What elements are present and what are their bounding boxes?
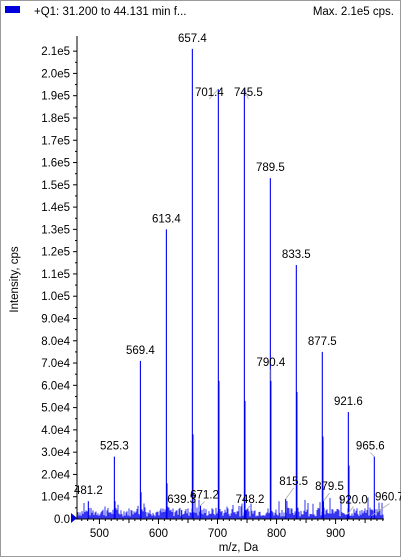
peak-label: 879.5: [315, 481, 344, 493]
y-axis-title: Intensity, cps: [9, 246, 21, 313]
x-axis-title: m/z, Da: [219, 542, 259, 554]
peak-label: 877.5: [308, 336, 337, 348]
y-tick-label: 1.8e5: [41, 113, 70, 125]
trace-color-swatch[interactable]: [5, 6, 20, 13]
y-tick-label: 1.3e5: [41, 224, 70, 236]
peak-label: 481.2: [74, 485, 103, 497]
y-tick-label: 7.0e4: [41, 358, 70, 370]
peak-label: 815.5: [279, 476, 308, 488]
y-tick-label: 0.0: [54, 514, 70, 526]
peak-leader-line: [200, 501, 205, 506]
peak-label: 525.3: [100, 441, 129, 453]
peak-label: 960.7: [375, 492, 401, 504]
peak-label: 639.3: [167, 494, 196, 506]
y-tick-label: 1.0e4: [41, 492, 70, 504]
y-tick-label: 4.0e4: [41, 425, 70, 437]
y-tick-label: 1.7e5: [41, 135, 70, 147]
y-tick-label: 2.1e5: [41, 46, 70, 58]
origin-marker-icon[interactable]: [71, 513, 77, 523]
x-tick-label: 700: [208, 528, 227, 540]
peak-label: 657.4: [178, 33, 207, 45]
peak-label: 833.5: [282, 249, 311, 261]
x-tick-label: 800: [267, 528, 286, 540]
noise-trace-group: [77, 497, 384, 519]
max-intensity-label: Max. 2.1e5 cps.: [312, 6, 394, 18]
axes-group: 0.0 1.0e4 2.0e4 3.0e4 4.0e4 5.0e4 6.0e4 7.0e4 8.…: [41, 36, 384, 540]
peak-leader-line: [209, 88, 219, 100]
y-tick-label: 2.0e4: [41, 469, 70, 481]
y-tick-label: 1.0e5: [41, 291, 70, 303]
peak-leader-line: [347, 506, 354, 515]
peak-label: 790.4: [256, 357, 285, 369]
peak-label-group: 481.2 525.3 569.4 613.4 639.3 657.4 671.2 701.4…: [74, 33, 401, 507]
y-tick-label: 1.5e5: [41, 180, 70, 192]
y-tick-label: 1.4e5: [41, 202, 70, 214]
peak-label: 671.2: [190, 490, 219, 502]
x-tick-label: 900: [326, 528, 345, 540]
y-tick-label: 1.2e5: [41, 247, 70, 259]
peak-label: 701.4: [195, 87, 224, 99]
y-tick-label: 3.0e4: [41, 447, 70, 459]
peak-label: 789.5: [256, 162, 285, 174]
peak-leader-line: [244, 88, 249, 100]
y-tick-label: 5.0e4: [41, 403, 70, 415]
y-tick-label: 1.9e5: [41, 91, 70, 103]
y-tick-label: 6.0e4: [41, 380, 70, 392]
peak-leader-line: [245, 505, 251, 511]
peak-label: 613.4: [152, 213, 181, 225]
y-tick-label: 8.0e4: [41, 336, 70, 348]
y-tick-label: 9.0e4: [41, 313, 70, 325]
x-tick-label: 500: [90, 528, 109, 540]
scan-title: +Q1: 31.200 to 44.131 min f...: [34, 6, 187, 18]
peak-label: 921.6: [334, 396, 363, 408]
peak-label: 569.4: [126, 345, 155, 357]
peak-label: 965.6: [356, 441, 385, 453]
spectrum-header: +Q1: 31.200 to 44.131 min f... Max. 2.1e…: [0, 0, 401, 30]
peak-leader-line: [370, 452, 375, 457]
peak-label: 748.2: [236, 494, 265, 506]
y-tick-label: 1.1e5: [41, 269, 70, 281]
peak-trace-group: [87, 48, 375, 519]
peak-leader-line: [285, 487, 295, 500]
peak-leader-line: [323, 492, 330, 502]
peak-leader-group: [200, 88, 390, 516]
y-tick-label: 2.0e5: [41, 68, 70, 80]
peak-leader-line: [371, 503, 390, 516]
peak-label: 745.5: [234, 87, 263, 99]
x-tick-label: 600: [149, 528, 168, 540]
peak-label: 920.0: [339, 495, 368, 507]
y-tick-label: 1.6e5: [41, 158, 70, 170]
